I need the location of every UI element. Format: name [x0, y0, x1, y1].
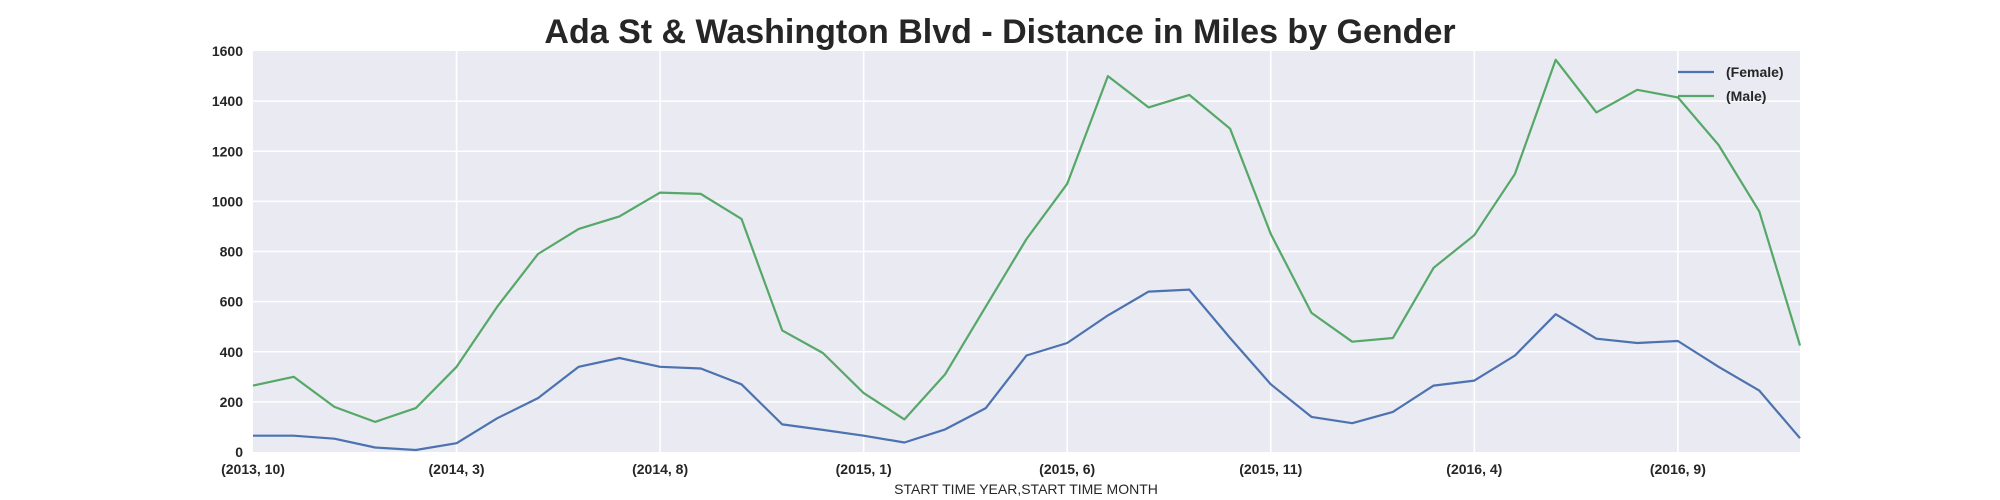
x-tick-label: (2015, 11) [1239, 461, 1302, 477]
legend: (Female) (Male) [1678, 64, 1784, 104]
y-tick-label: 1600 [212, 43, 243, 59]
legend-label: (Female) [1726, 64, 1784, 80]
series-line-0 [253, 288, 1801, 452]
grid-lines [253, 51, 1800, 452]
y-tick-label: 1000 [212, 193, 243, 209]
x-tick-label: (2015, 1) [836, 461, 892, 477]
y-tick-label: 800 [220, 244, 244, 260]
x-tick-label: (2014, 8) [632, 461, 688, 477]
series-lines [252, 58, 1802, 452]
chart-title: Ada St & Washington Blvd - Distance in M… [544, 13, 1455, 51]
y-tick-label: 1400 [212, 93, 243, 109]
y-tick-label: 400 [220, 344, 244, 360]
y-tick-label: 600 [220, 294, 244, 310]
legend-label: (Male) [1726, 88, 1766, 104]
y-tick-label: 200 [220, 394, 244, 410]
y-axis-ticks: 0 200 400 600 800 1000 1200 1400 1600 [212, 43, 243, 460]
x-tick-label: (2014, 3) [429, 461, 485, 477]
y-tick-label: 0 [235, 444, 243, 460]
x-tick-label: (2015, 6) [1039, 461, 1095, 477]
y-tick-label: 1200 [212, 143, 243, 159]
x-axis-ticks: (2013, 10) (2014, 3) (2014, 8) (2015, 1) (20… [221, 461, 1706, 477]
x-tick-label: (2016, 4) [1446, 461, 1502, 477]
x-axis-label: START TIME YEAR,START TIME MONTH [894, 481, 1158, 497]
series-line-1 [252, 58, 1802, 423]
x-tick-label: (2016, 9) [1650, 461, 1706, 477]
x-tick-label: (2013, 10) [221, 461, 285, 477]
